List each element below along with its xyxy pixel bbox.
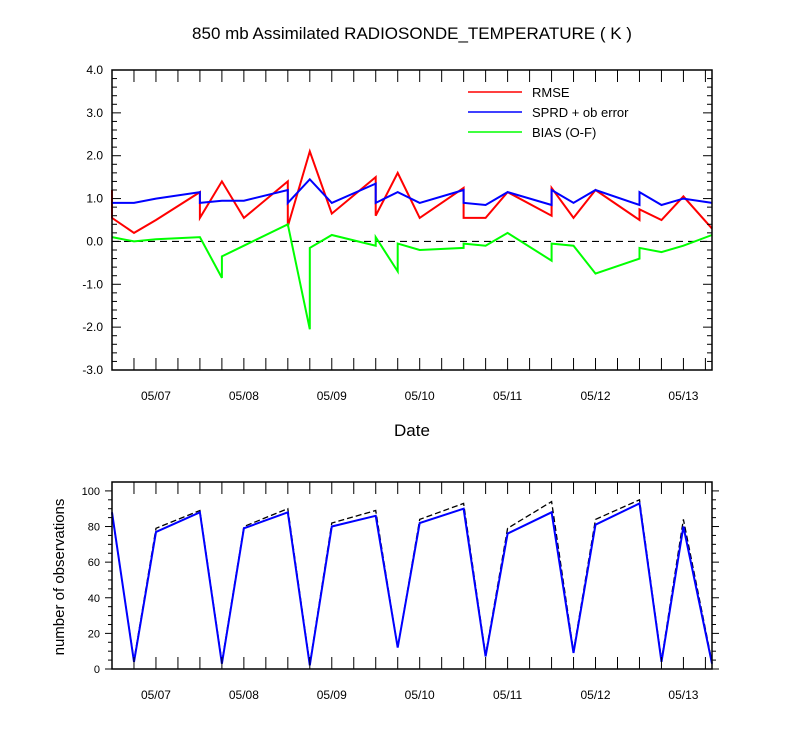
x-tick-label: 05/11 (493, 688, 522, 702)
y-tick-label: 80 (88, 522, 100, 534)
series-line-assimilated (111, 501, 713, 666)
y-tick-label: 20 (88, 628, 100, 640)
x-tick-label: 05/09 (317, 389, 347, 403)
y-tick-label: -3.0 (82, 363, 103, 377)
top-y-ticks: -3.0 -2.0 -1.0 0.0 1.0 2.0 3.0 4.0 (82, 63, 712, 377)
y-tick-label: 3.0 (86, 106, 103, 120)
y-tick-label: 40 (88, 593, 100, 605)
x-tick-label: 05/08 (229, 688, 259, 702)
bottom-series-group (111, 498, 713, 666)
top-series-group (111, 148, 713, 330)
x-tick-label: 05/07 (141, 688, 171, 702)
x-tick-label: 05/07 (141, 389, 171, 403)
series-line-sprd-ob-error (112, 177, 713, 207)
legend-label-bias: BIAS (O-F) (532, 125, 596, 140)
x-tick-label: 05/09 (317, 688, 347, 702)
y-tick-label: 0 (94, 664, 100, 676)
series-line-bias-o-f (111, 222, 713, 330)
bottom-y-ticks: 0 20 40 60 80 100 (82, 486, 719, 676)
y-tick-label: 4.0 (86, 63, 103, 77)
legend-label-spread: SPRD + ob error (532, 105, 629, 120)
y-tick-label: 1.0 (86, 192, 103, 206)
x-axis-title: Date (394, 421, 430, 440)
bottom-x-ticks: 05/07 05/08 05/09 05/10 05/11 05/12 05/13 (133, 482, 706, 702)
y-tick-label: -1.0 (82, 277, 103, 291)
x-tick-label: 05/08 (229, 389, 259, 403)
x-tick-label: 05/11 (493, 389, 522, 403)
y-axis-title-observations: number of observations (51, 499, 68, 656)
series-line-rmse (111, 148, 713, 235)
legend-label-rmse: RMSE (532, 85, 570, 100)
bottom-plot-frame (111, 481, 713, 670)
x-tick-label: 05/10 (405, 389, 435, 403)
x-tick-label: 05/10 (405, 688, 435, 702)
y-tick-label: -2.0 (82, 320, 103, 334)
x-tick-label: 05/12 (581, 389, 611, 403)
y-tick-label: 100 (82, 486, 100, 498)
legend: RMSE SPRD + ob error BIAS (O-F) (468, 85, 629, 140)
top-x-ticks: 05/07 05/08 05/09 05/10 05/11 05/12 05/13 (133, 70, 706, 403)
y-tick-label: 2.0 (86, 149, 103, 163)
chart-title: 850 mb Assimilated RADIOSONDE_TEMPERATUR… (192, 24, 632, 43)
top-plot-frame (111, 69, 713, 371)
x-tick-label: 05/13 (668, 389, 698, 403)
x-tick-label: 05/13 (668, 688, 698, 702)
y-tick-label: 0.0 (86, 234, 103, 248)
y-tick-label: 60 (88, 557, 100, 569)
x-tick-label: 05/12 (581, 688, 611, 702)
